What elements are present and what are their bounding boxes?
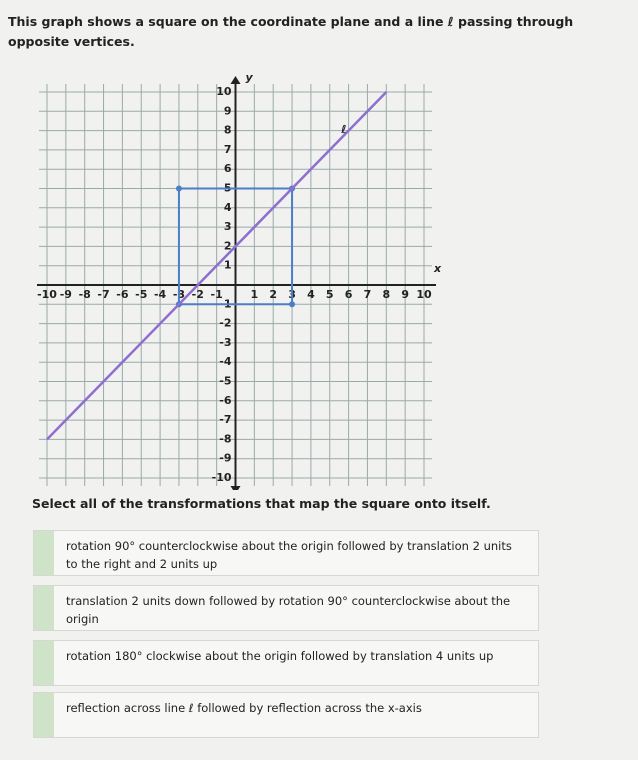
x-tick-label: 9 (401, 288, 409, 301)
y-tick-label: 10 (216, 85, 232, 98)
checkbox[interactable] (34, 531, 54, 575)
y-tick-label: 3 (224, 220, 232, 233)
option[interactable]: rotation 180° clockwise about the origin… (33, 640, 539, 686)
y-tick-label: -9 (219, 452, 231, 465)
y-tick-label: 6 (224, 162, 232, 175)
arrow (230, 76, 241, 84)
option-text: reflection across line ℓ followed by ref… (66, 701, 422, 715)
x-tick-label: 2 (269, 288, 277, 301)
y-tick-label: 2 (224, 239, 232, 252)
y-tick-label: -8 (219, 432, 231, 445)
question: This graph shows a square on the coordin… (8, 14, 574, 49)
y-tick-label: -7 (219, 413, 231, 426)
option-text: translation 2 units down followed by rot… (66, 594, 511, 626)
x-axis-label: x (433, 262, 442, 275)
option-text: rotation 180° clockwise about the origin… (66, 649, 494, 663)
square-vertex (289, 301, 296, 308)
x-tick-label: -4 (154, 288, 167, 301)
y-tick-label: -10 (212, 471, 232, 484)
arrow (230, 486, 241, 490)
option[interactable]: rotation 90° counterclockwise about the … (33, 530, 539, 576)
line-label: ℓ (340, 123, 346, 136)
y-axis-label: y (246, 71, 254, 84)
x-tick-label: -9 (60, 288, 72, 301)
y-tick-label: -3 (219, 336, 231, 349)
x-tick-label: -5 (135, 288, 147, 301)
checkbox[interactable] (34, 693, 54, 737)
instruction: Select all of the transformations that m… (32, 496, 491, 511)
x-tick-label: -10 (37, 288, 57, 301)
x-tick-label: 4 (307, 288, 315, 301)
y-tick-label: -6 (219, 394, 232, 407)
x-tick-label: 10 (416, 288, 432, 301)
x-tick-label: 1 (251, 288, 259, 301)
option-text: rotation 90° counterclockwise about the … (66, 539, 512, 571)
x-tick-label: -6 (116, 288, 129, 301)
x-tick-label: -7 (97, 288, 109, 301)
x-tick-label: 7 (364, 288, 372, 301)
option[interactable]: reflection across line ℓ followed by ref… (33, 692, 539, 738)
graph: -10-9-8-7-6-5-4-3-2-112345678910-10-9-8-… (37, 71, 442, 490)
y-tick-label: 1 (224, 259, 232, 272)
y-tick-label: 7 (224, 143, 232, 156)
y-tick-label: 9 (224, 104, 232, 117)
x-tick-label: -1 (211, 288, 223, 301)
y-tick-label: 8 (224, 124, 232, 137)
x-tick-label: 6 (345, 288, 353, 301)
x-tick-label: 8 (382, 288, 390, 301)
square-vertex (175, 185, 182, 192)
y-tick-label: -2 (219, 317, 231, 330)
y-tick-label: 4 (224, 201, 232, 214)
checkbox[interactable] (34, 586, 54, 630)
y-tick-label: -5 (219, 375, 231, 388)
x-tick-label: -8 (79, 288, 91, 301)
checkbox[interactable] (34, 641, 54, 685)
y-tick-label: -4 (219, 355, 232, 368)
x-tick-label: -2 (192, 288, 204, 301)
x-tick-label: 5 (326, 288, 334, 301)
option[interactable]: translation 2 units down followed by rot… (33, 585, 539, 631)
line-l (46, 91, 388, 441)
